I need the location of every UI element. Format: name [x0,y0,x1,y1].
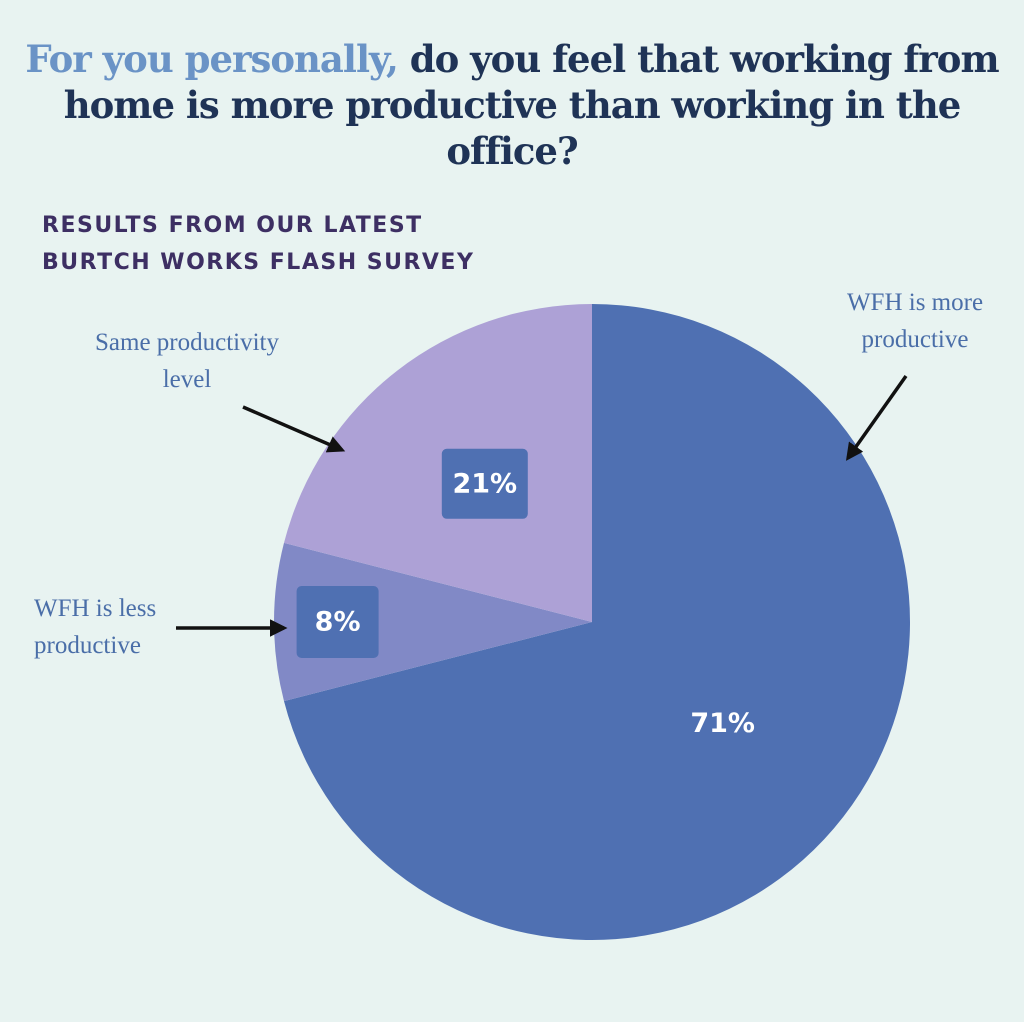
chart-title-rest: do you feel that working from home is mo… [63,37,1000,173]
value-label-text: 71% [690,708,755,739]
chart-subtitle: RESULTS FROM OUR LATEST BURTCH WORKS FLA… [42,207,562,281]
value-label-box [441,448,528,519]
value-label: 8% [296,586,379,658]
pie-slice [273,542,592,702]
value-label: 21% [441,448,528,519]
value-label-box [296,586,379,658]
callout-line: productive [34,632,141,659]
callout-wfh-more-productive: WFH is more productive [820,284,1010,358]
callout-line: WFH is more [846,289,984,316]
callout-same-productivity: Same productivity level [62,324,312,398]
callout-line: Same productivity [95,329,279,356]
value-label: 71% [690,708,755,739]
subtitle-line-2: BURTCH WORKS FLASH SURVEY [42,250,475,275]
callout-arrows [176,374,908,637]
subtitle-line-1: RESULTS FROM OUR LATEST [42,213,423,238]
callout-wfh-less-productive: WFH is less productive [8,590,214,664]
pie-value-labels: 71% 8% 21% [296,448,755,739]
value-label-text: 8% [315,607,361,638]
pie-slice [283,304,592,622]
chart-title-highlight: For you personally, [25,37,398,81]
callout-line: productive [861,326,969,353]
callout-line: level [162,366,212,393]
arrow-wfh-more [845,374,908,461]
chart-title: For you personally, do you feel that wor… [20,36,1004,174]
pie-slice [283,304,910,940]
value-label-text: 21% [452,468,517,499]
pie-slices [273,304,910,940]
arrow-same-productivity [242,405,346,453]
callout-line: WFH is less [34,595,157,622]
